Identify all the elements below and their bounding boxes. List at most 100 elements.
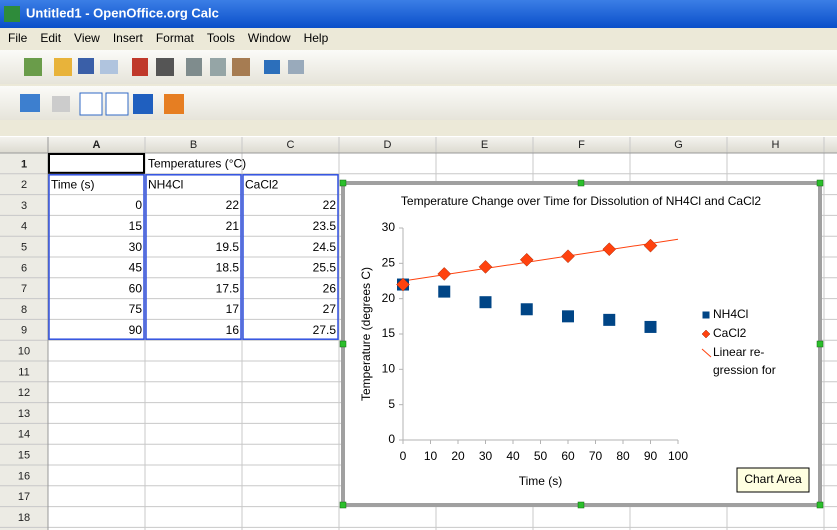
y-tick-label: 5 [388,397,395,411]
legend-label: gression for [713,363,776,377]
legend-label: Linear re- [713,345,764,359]
save-button[interactable] [78,58,94,74]
cell-text: 18.5 [216,261,240,275]
column-series-button[interactable] [105,92,129,116]
row-header: 16 [18,470,30,482]
x-tick-label: 100 [668,449,688,463]
menu-item[interactable]: Help [304,31,329,45]
row-header: 17 [18,491,30,503]
legend-trend-marker [701,348,712,358]
resize-handle [577,501,585,509]
point [643,238,658,253]
autoformat-button[interactable] [164,94,184,114]
x-tick-label: 90 [644,449,658,463]
text-scale-button[interactable] [133,94,153,114]
menu-item[interactable]: File [8,31,28,45]
legend-label: CaCl2 [713,326,747,340]
x-tick-label: 0 [400,449,407,463]
resize-handle [339,340,347,348]
open-button[interactable] [54,58,72,76]
x-tick-label: 60 [561,449,575,463]
menu-item[interactable]: Insert [113,31,144,45]
point [562,310,574,323]
column-header: C [287,139,295,151]
resize-handle [577,179,585,187]
legend-marker [702,311,710,319]
column-header: A [93,139,101,151]
column-header-bar [0,137,837,153]
column-header: E [481,139,488,151]
cell-text: 26 [323,281,337,295]
cell-text: 25.5 [313,261,337,275]
mail-button[interactable] [100,60,118,74]
cell-text: 27 [323,302,337,316]
cut-button[interactable] [186,58,202,76]
point [396,277,410,292]
cell-text: 75 [129,302,143,316]
row-series-button[interactable] [79,92,103,116]
point [603,313,616,326]
toolbar-icons [20,58,304,116]
menu-item[interactable]: View [74,31,100,45]
copy-button[interactable] [210,58,226,76]
chart-type-button[interactable] [20,94,40,112]
y-tick-label: 20 [382,291,396,305]
menu-item[interactable]: Edit [40,31,61,45]
row-header: 1 [21,158,27,170]
y-tick-label: 15 [382,326,396,340]
undo-button[interactable] [264,60,280,74]
cell-text: CaCl2 [245,177,279,191]
column-header: D [384,139,392,151]
row-header: 18 [18,512,30,524]
resize-handle [816,501,824,509]
column-header: F [578,139,585,151]
new-button[interactable] [24,58,42,76]
point [520,303,533,316]
range-highlight [48,174,145,340]
menu-item[interactable]: Format [156,31,195,45]
column-header: H [772,139,780,151]
row-header: 14 [18,429,30,441]
x-tick-label: 50 [534,449,548,463]
window-title: Untitled1 - OpenOffice.org Calc [26,5,219,20]
y-tick-label: 30 [382,220,396,234]
legend-label: NH4Cl [713,307,748,321]
pdf-button[interactable] [132,58,148,76]
toolbar-standard [0,50,837,84]
x-tick-label: 70 [589,449,603,463]
resize-handle [339,179,347,187]
paste-button[interactable] [232,58,250,76]
cell-text: 24.5 [313,240,337,254]
chart-object: Temperature Change over Time for Dissolu… [339,179,824,509]
row-header: 8 [21,304,27,316]
menu-item[interactable]: Window [248,31,291,45]
row-header: 6 [21,262,27,274]
x-tick-label: 20 [451,449,465,463]
cell-text: 17.5 [216,281,240,295]
row-header: 2 [21,179,27,191]
cell-text: 15 [129,219,143,233]
point [479,296,492,309]
data-table-button[interactable] [52,96,70,112]
x-tick-label: 10 [424,449,438,463]
cell-text: 21 [226,219,240,233]
row-header: 13 [18,408,30,420]
row-header: 15 [18,450,30,462]
print-button[interactable] [156,58,174,76]
point [478,260,493,274]
tooltip: Chart Area [744,472,802,486]
cell-text: 22 [323,198,337,212]
y-axis-label: Temperature (degrees C) [359,267,373,401]
x-tick-label: 30 [479,449,493,463]
tooltip-box [736,467,810,493]
y-tick-label: 0 [388,432,395,446]
cell-text: 17 [226,302,240,316]
point [519,252,534,267]
resize-handle [816,179,824,187]
x-tick-label: 80 [616,449,630,463]
menu-item[interactable]: Tools [207,31,235,45]
app-icon [4,6,20,22]
redo-button[interactable] [288,60,304,74]
row-header: 11 [18,366,29,378]
